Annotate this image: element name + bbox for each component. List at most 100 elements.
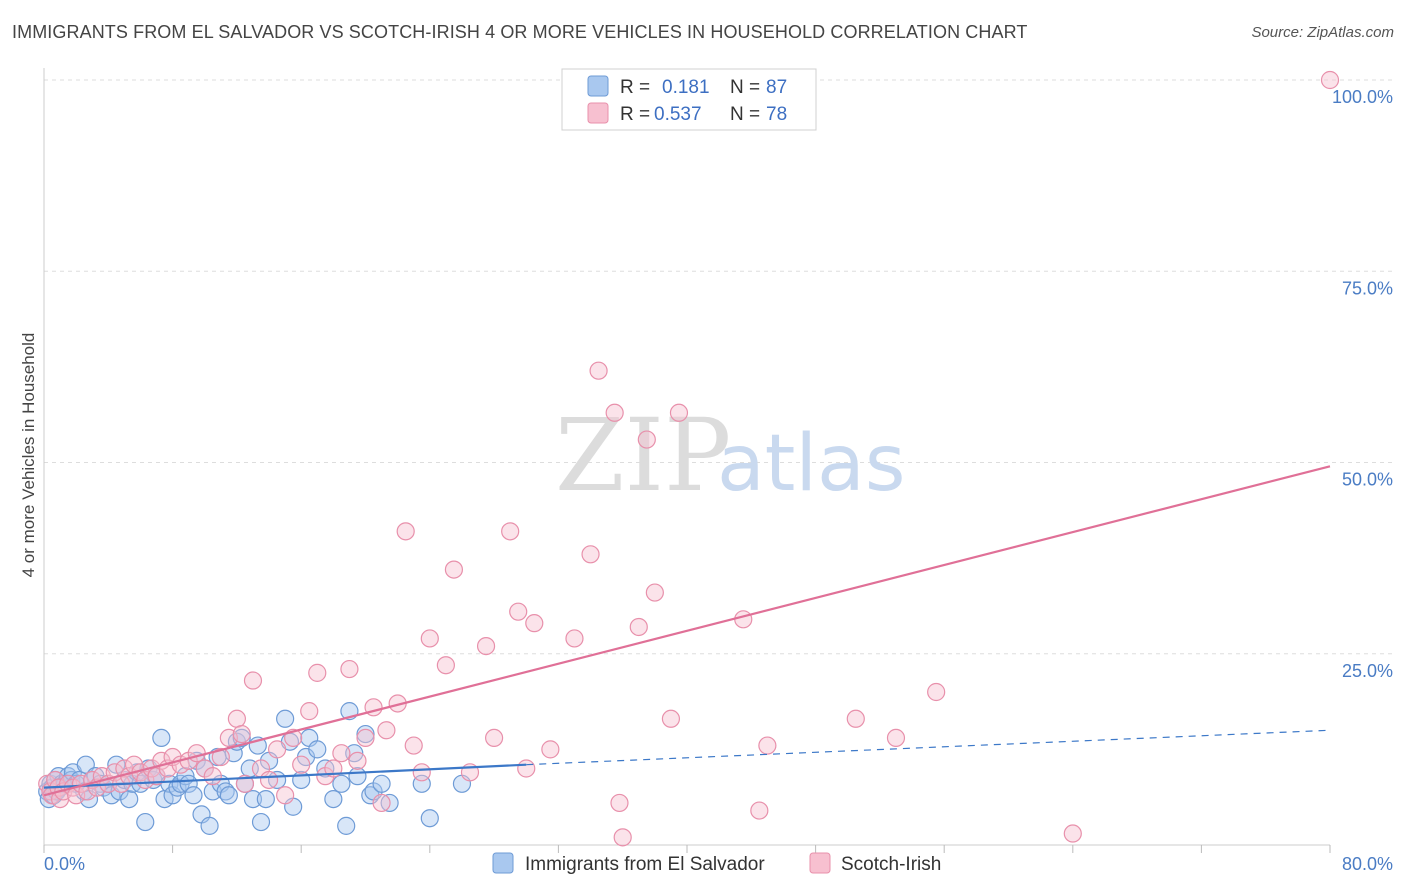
bottom-legend-label-pink: Scotch-Irish xyxy=(841,854,941,875)
x-tick-label: 80.0% xyxy=(1342,854,1393,874)
point-el-salvador xyxy=(184,786,203,805)
point-scotch-irish xyxy=(232,724,251,744)
point-scotch-irish xyxy=(227,709,246,728)
legend-n-value-pink: 78 xyxy=(766,104,787,125)
point-el-salvador xyxy=(152,728,171,748)
point-scotch-irish xyxy=(637,430,656,449)
point-scotch-irish xyxy=(308,663,327,682)
point-scotch-irish xyxy=(669,403,689,422)
point-scotch-irish xyxy=(300,702,319,721)
point-el-salvador xyxy=(276,709,295,728)
series-legend: Immigrants from El Salvador Scotch-Irish xyxy=(492,852,941,875)
y-axis-label: 4 or more Vehicles in Household xyxy=(19,333,38,578)
y-tick-label: 25.0% xyxy=(1342,661,1393,681)
point-scotch-irish xyxy=(203,767,222,786)
source-credit: Source: ZipAtlas.com xyxy=(1251,24,1394,41)
x-tick-label: 0.0% xyxy=(44,854,85,874)
point-scotch-irish xyxy=(420,629,439,648)
bottom-legend-label-blue: Immigrants from El Salvador xyxy=(525,854,765,875)
point-scotch-irish xyxy=(377,721,396,740)
y-tick-label: 100.0% xyxy=(1332,87,1393,107)
gridlines xyxy=(44,79,1392,655)
bottom-legend-swatch-pink xyxy=(809,852,831,874)
trend-line-scotch-irish xyxy=(43,465,1331,797)
point-scotch-irish xyxy=(267,740,287,759)
point-scotch-irish xyxy=(276,786,295,805)
point-scotch-irish xyxy=(356,728,375,748)
legend-r-value-blue: 0.181 xyxy=(662,77,710,98)
point-scotch-irish xyxy=(187,744,206,763)
point-el-salvador xyxy=(348,767,367,786)
legend-n-label-pink: N = xyxy=(730,104,760,125)
point-scotch-irish xyxy=(444,560,464,579)
trend-lines xyxy=(43,465,1331,797)
legend-swatch-pink xyxy=(587,102,609,124)
bottom-legend-swatch-blue xyxy=(492,852,514,874)
point-scotch-irish xyxy=(605,403,624,422)
point-el-salvador xyxy=(420,809,439,828)
point-scotch-irish xyxy=(927,682,946,702)
point-scotch-irish xyxy=(348,751,367,770)
legend-r-label-blue: R = xyxy=(620,77,650,98)
point-scotch-irish xyxy=(340,659,359,679)
point-el-salvador xyxy=(337,816,356,835)
point-scotch-irish xyxy=(734,610,753,629)
point-scotch-irish xyxy=(581,545,600,564)
point-scotch-irish xyxy=(661,709,681,728)
trend-line-el-salvador-extension xyxy=(526,729,1331,766)
legend-r-label-pink: R = xyxy=(620,104,650,125)
point-scotch-irish xyxy=(243,671,263,690)
point-el-salvador xyxy=(332,774,351,793)
point-scotch-irish xyxy=(517,759,536,778)
point-scotch-irish xyxy=(485,728,504,748)
legend-n-value-blue: 87 xyxy=(766,77,787,98)
point-scotch-irish xyxy=(136,770,155,790)
point-scotch-irish xyxy=(332,744,351,763)
point-scotch-irish xyxy=(235,774,255,793)
point-scotch-irish xyxy=(1063,824,1082,843)
point-scotch-irish xyxy=(846,709,865,728)
point-el-salvador xyxy=(372,774,391,793)
point-scotch-irish xyxy=(886,728,906,748)
axes xyxy=(43,68,1331,853)
trend-line-el-salvador xyxy=(43,763,527,789)
point-el-salvador xyxy=(243,789,263,809)
point-el-salvador xyxy=(120,789,139,809)
point-scotch-irish xyxy=(412,763,431,782)
point-scotch-irish xyxy=(404,736,423,755)
watermark-zip: ZIP xyxy=(555,397,731,514)
legend-stats: R = 0.181 N = 87 R = 0.537 N = 78 xyxy=(561,68,817,131)
point-scotch-irish xyxy=(372,793,391,813)
point-scotch-irish xyxy=(645,583,664,602)
point-scotch-irish xyxy=(629,617,648,637)
point-scotch-irish xyxy=(211,747,230,767)
point-scotch-irish xyxy=(501,522,520,541)
point-scotch-irish xyxy=(565,629,584,648)
point-scotch-irish xyxy=(750,801,769,820)
legend-swatch-blue xyxy=(587,75,609,97)
point-scotch-irish xyxy=(1320,70,1340,90)
point-scotch-irish xyxy=(436,656,455,675)
point-scotch-irish xyxy=(476,636,496,656)
point-scotch-irish xyxy=(292,755,311,774)
y-tick-label: 75.0% xyxy=(1342,278,1393,298)
watermark: ZIP atlas xyxy=(555,397,906,514)
point-scotch-irish xyxy=(610,793,629,813)
y-tick-label: 50.0% xyxy=(1342,470,1393,490)
point-scotch-irish xyxy=(509,602,528,621)
point-scotch-irish xyxy=(78,782,97,801)
watermark-atlas: atlas xyxy=(717,419,906,509)
point-scotch-irish xyxy=(589,361,608,380)
point-scotch-irish xyxy=(525,614,544,633)
x-tick-labels: 0.0% 80.0% xyxy=(44,854,1393,874)
point-el-salvador xyxy=(256,789,275,809)
point-el-salvador xyxy=(200,816,219,835)
point-el-salvador xyxy=(251,812,271,832)
point-scotch-irish xyxy=(259,770,279,790)
point-el-salvador xyxy=(232,728,251,748)
point-scotch-irish xyxy=(758,736,777,755)
point-el-salvador xyxy=(308,740,327,759)
point-scotch-irish xyxy=(541,740,560,759)
legend-n-label-blue: N = xyxy=(730,77,760,98)
